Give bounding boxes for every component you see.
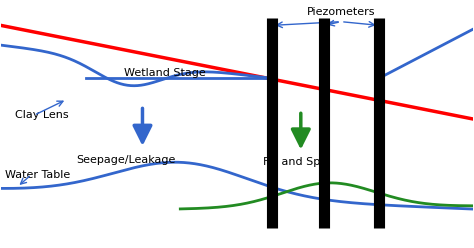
Text: Seepage/Leakage: Seepage/Leakage	[76, 155, 176, 165]
Text: Water Table: Water Table	[5, 170, 71, 180]
Text: Wetland Stage: Wetland Stage	[124, 68, 205, 78]
Text: Piezometers: Piezometers	[307, 7, 375, 17]
Text: Fill and Spill: Fill and Spill	[263, 157, 329, 167]
Text: Clay Lens: Clay Lens	[15, 110, 69, 120]
